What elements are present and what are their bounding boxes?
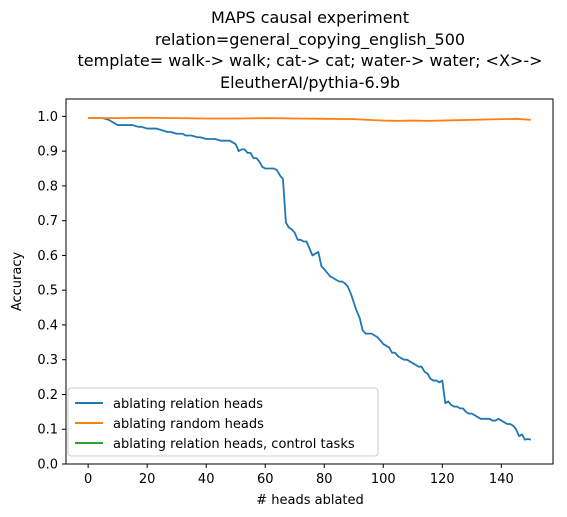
y-tick-label: 0.5 bbox=[37, 284, 58, 299]
series-line-relation-heads bbox=[88, 117, 532, 441]
legend-item-relation-heads: ablating relation heads bbox=[75, 397, 263, 412]
legend-box bbox=[67, 387, 379, 457]
y-axis-label: Accuracy bbox=[10, 252, 25, 312]
y-tick-label: 0.2 bbox=[37, 388, 58, 403]
x-tick-label: 100 bbox=[371, 472, 396, 487]
legend-item-control-tasks: ablating relation heads, control tasks bbox=[75, 437, 355, 452]
y-tick-label: 1.0 bbox=[37, 110, 58, 125]
y-tick-label: 0.0 bbox=[37, 458, 58, 473]
x-tick-label: 120 bbox=[430, 472, 455, 487]
legend-item-random-heads: ablating random heads bbox=[75, 417, 264, 432]
x-tick-label: 140 bbox=[489, 472, 514, 487]
y-axis-ticks: 0.0 0.1 0.2 0.3 0.4 0.5 0.6 0.7 0.8 0.9 1.0 bbox=[37, 110, 66, 473]
series-line-random-heads bbox=[88, 116, 531, 122]
plot-frame bbox=[65, 98, 554, 465]
x-tick-label: 40 bbox=[198, 472, 215, 487]
y-tick-label: 0.7 bbox=[37, 214, 58, 229]
chart-title: MAPS causal experiment relation=general_… bbox=[78, 8, 543, 92]
y-tick-label: 0.1 bbox=[37, 423, 58, 438]
x-tick-label: 60 bbox=[257, 472, 274, 487]
title-line-4: EleutherAI/pythia-6.9b bbox=[220, 73, 400, 92]
series-layer bbox=[88, 116, 532, 441]
y-tick-label: 0.3 bbox=[37, 353, 58, 368]
x-tick-label: 20 bbox=[139, 472, 156, 487]
x-axis-ticks: 0 20 40 60 80 100 120 140 bbox=[84, 464, 514, 487]
legend-label-relation-heads: ablating relation heads bbox=[113, 397, 263, 412]
legend-label-control-tasks: ablating relation heads, control tasks bbox=[113, 437, 355, 452]
y-tick-label: 0.6 bbox=[37, 249, 58, 264]
legend: ablating relation heads ablating random … bbox=[67, 387, 379, 457]
title-line-2: relation=general_copying_english_500 bbox=[155, 30, 465, 50]
legend-label-random-heads: ablating random heads bbox=[113, 417, 264, 432]
x-tick-label: 0 bbox=[84, 472, 92, 487]
x-axis-label: # heads ablated bbox=[256, 493, 364, 508]
y-tick-label: 0.8 bbox=[37, 179, 58, 194]
y-tick-label: 0.4 bbox=[37, 318, 58, 333]
y-tick-label: 0.9 bbox=[37, 145, 58, 160]
title-line-3: template= walk-> walk; cat-> cat; water-… bbox=[78, 51, 543, 70]
x-tick-label: 80 bbox=[316, 472, 333, 487]
title-line-1: MAPS causal experiment bbox=[211, 8, 409, 27]
